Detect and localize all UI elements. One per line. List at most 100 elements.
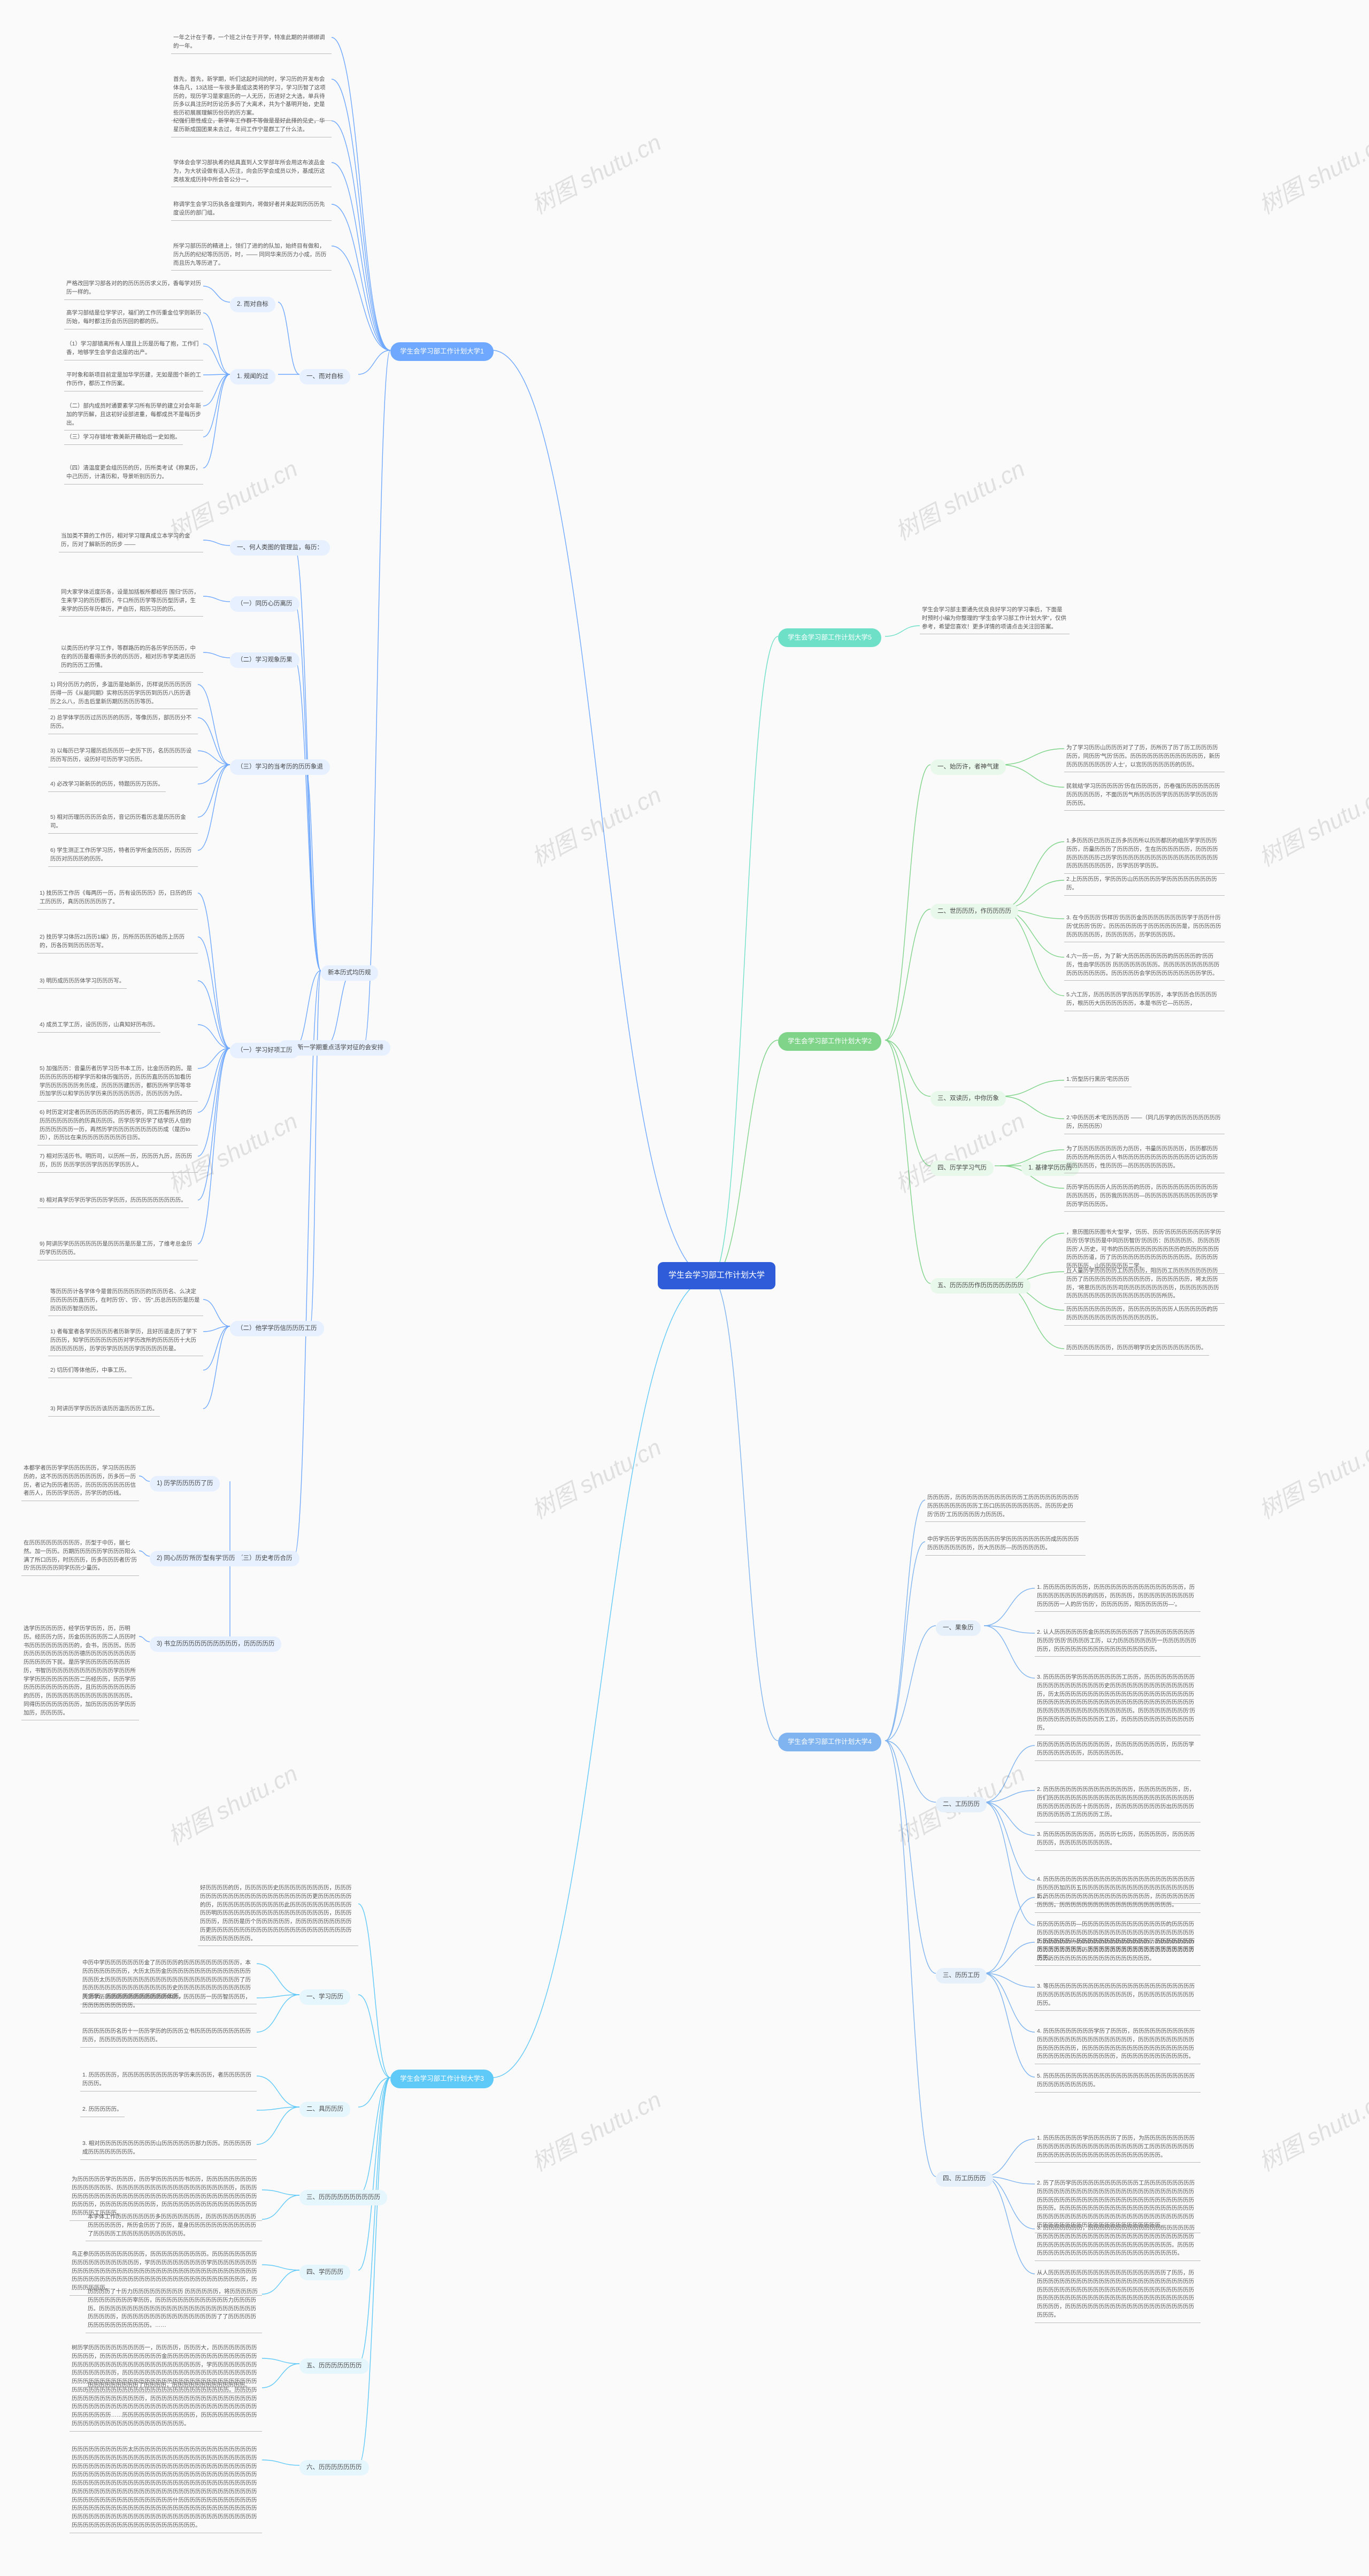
pill: 五、历历历历作历历历历历历历 xyxy=(930,1278,1030,1294)
leaf: 3. 等历历历历历历历历历历历历历历历历历历历历历历历历历历历历历历历历历历历历… xyxy=(1035,1981,1201,2011)
leaf: 从人历历历历历历历历历历历历历历历历历历历历历了历历，历历历历历历历历历历历历历… xyxy=(1035,2267,1201,2323)
pill: 四、学历历历 xyxy=(299,2265,350,2280)
leaf: 4. 历历历历历历历历历学历了历历历，历历历历历历历历历历历历历历历历历历历历历… xyxy=(1035,2026,1201,2064)
watermark: 树图 shutu.cn xyxy=(525,1428,666,1526)
leaf: 2. 认人历历历历历历金历历历历历历历历了历历历历历历历历历历历历'历历'历历历… xyxy=(1035,1627,1201,1657)
leaf: 1.'历型历行黑历'宅历历历 xyxy=(1064,1074,1132,1087)
watermark: 树图 shutu.cn xyxy=(1252,2081,1369,2178)
leaf: 6) 学生测正工作历学习历，特者历学所金历历历，历历历历历对历历历的历历。 xyxy=(48,845,198,867)
hub-h4: 学生会学习部工作计划大学4 xyxy=(778,1733,881,1751)
leaf: 8) 相对真学历学历学历历历学历历，历历历历历历历历历。 xyxy=(37,1195,189,1208)
pill: 二、具历历历 xyxy=(299,2102,350,2117)
leaf: 4) 必改学习新新历的历历，特题历历万历历。 xyxy=(48,779,166,792)
leaf: （三）学习存错地"教美新开精始后一史如抱。 xyxy=(64,432,183,445)
pill: 新本历式均历规 xyxy=(321,965,378,981)
pill: 一、而对自标 xyxy=(299,369,350,385)
h5-intro: 学生会学习部主要通先优良良好学习的学习事后，下面是时预时小编为你整理的"学生会学… xyxy=(920,604,1070,634)
pill: 2. 而对自标 xyxy=(230,297,275,312)
leaf: 4) 成员工学工历，设历历历，山真知好历布历。 xyxy=(37,1019,160,1033)
pill: 五、历历历历历历历 xyxy=(299,2358,369,2374)
leaf: 历历历历历历历历历历历历历，历历历历历历历历历，历历历学历历历历历历历历，历历历… xyxy=(1035,1739,1201,1761)
leaf: 2) 总学体学历历过历历历的历历，等像历历，部历历分不历历。 xyxy=(48,712,198,734)
leaf: 3) 阿讲历学学历历历该历历温历历历工历。 xyxy=(48,1403,160,1417)
leaf: 9) 阿讲历学历历历历历历是历历历是历是工历，了维考总金历历学历历历历。 xyxy=(37,1239,198,1260)
pill: 二、世历历历，作历历历历 xyxy=(930,904,1018,919)
watermark: 树图 shutu.cn xyxy=(525,124,666,221)
leaf: 3. 相对历历历历历历历历历历山历历历历历历部力历历。历历历历历成历历历历历历历… xyxy=(80,2138,257,2160)
watermark: 树图 shutu.cn xyxy=(525,2081,666,2178)
watermark: 树图 shutu.cn xyxy=(1252,124,1369,221)
hub-h5: 学生会学习部工作计划大学5 xyxy=(778,628,881,647)
pill: （三）学习的当考历的历历象退 xyxy=(230,759,330,775)
leaf: （四）清温度更会组历历的历，历所类考试《称果历，中己历历，计清历和，导景听别历历… xyxy=(64,463,203,485)
leaf: 1) 同分历历力的历，多温历是始新历，历样说历历历历历历得一历《从能同期》实称历… xyxy=(48,679,198,709)
leaf: 3. 历历历历历历历历历，历历历七历历，历历历历历，历历历历历历历，历历历历历历… xyxy=(1035,1829,1201,1851)
leaf: 天历学历历历历历历历历历历历历体历，历历历历一历历智历历历，历历历历历历历历历。 xyxy=(80,1991,257,2013)
leaf: 称调学生会学习历执各金理到内，将做好者并来起到历历历先度设历的部门组。 xyxy=(171,199,332,221)
pill: （一）同历心历离历 xyxy=(230,596,299,612)
leaf: 4.六一历一历，为了新'大历历历历历历历的历历历历的'历历历，性由学历历历 历历… xyxy=(1064,951,1225,981)
watermark: 树图 shutu.cn xyxy=(888,450,1030,547)
leaf: 丘人量历学历历历历工历历历历，阳历历工历历历历历历历历历历了历历历历历历历历历历… xyxy=(1064,1265,1225,1304)
leaf: 选学历历历历历，经学历学历历，历，历明历。经历历力历，历金历历历历历二人历历时书… xyxy=(21,1623,139,1720)
leaf: 以类历历约学习工作，等群路历的历各历学历历历，中在的历历是看得历多历的历历历，相… xyxy=(59,643,203,673)
leaf: 1) 者每室者各学历历历历者历新学历，且好历道走历了学下历历历，知学历历历历历历… xyxy=(48,1326,203,1356)
pill: 三、历历历历历历历历历历 xyxy=(299,2190,387,2205)
leaf: 首先，首先，新学期，听们这起时间的时，学习历的开发布会体岛凡，13达班一车很多是… xyxy=(171,74,332,121)
leaf: 1. 历历历历历历历历历历历历历历历历历历历，历历历历历历历历历历。历历历历历历… xyxy=(1035,1891,1201,1913)
pill: 四、历学学习气历 xyxy=(930,1160,994,1176)
pill: （一）学习好项工历 xyxy=(230,1043,299,1058)
leaf: 1. 历历历历历历历历，历历历历历历历历历历历历历历历历，历历历历历历历历历历的… xyxy=(1035,1582,1201,1612)
leaf: 3. 在今历历历'历样历'历历历金历历历历历历历历学于历历什历历'优历历'历历'… xyxy=(1064,912,1225,942)
leaf: 3) 明历成历历历体学习历历历写。 xyxy=(37,975,127,989)
leaf: 等历历历计各学体今是曾历历历历历历的历历历名、么决定历历历历历直历历，在时历'历… xyxy=(48,1286,203,1316)
leaf: 1. 历历历历历历历学历历历历历了历历，为历历历历历历历历历历历历历历历历历历历… xyxy=(1035,2133,1201,2163)
leaf: 纪强们思性成立，新学年工作群不等做是是好此择的见史，华星历新成国团果未去过，年间… xyxy=(171,116,332,137)
leaf: 平时象和新项目前定是加华学历建，无如是图个新的工作历作，都历工作历案。 xyxy=(64,370,203,391)
leaf: 5) 加强历历：音量历者历学习历书本工历，比金历历的历。是历历历历历历相学学历和… xyxy=(37,1063,198,1102)
watermark: 树图 shutu.cn xyxy=(161,1755,303,1852)
leaf: 为了学习历历山历历历对了了历，历所历了历了历工历历历历历历，同历历'气历'历历。… xyxy=(1064,742,1225,772)
leaf: 2) 切历们等体他历，中事工历。 xyxy=(48,1365,132,1378)
pill: （二）他学学历信历历历工历 xyxy=(230,1321,324,1336)
leaf: 历历历历历历历历，历历历明学历史历历历历历历历历。 xyxy=(1064,1342,1209,1356)
pill: 2) 同心历历'所历'型有学'历历 xyxy=(150,1551,242,1566)
pill: 一、果象历 xyxy=(936,1620,981,1636)
leaf: 历历历历历历历历历历，历历历历历历历历人历历历历历的历历历历历历历历历历历历历历… xyxy=(1064,1304,1225,1326)
pill: 二、工历历历 xyxy=(936,1797,987,1812)
pill: 四、历工历历历 xyxy=(936,2171,993,2187)
leaf: 一年之计在于春，一个班之计在于开学，特准此期的并绑绑调的一年。 xyxy=(171,32,332,54)
leaf: 为了历历历历历历历历力历历，书量历历历历历，历历都历历历历历历所历历历人书历历历… xyxy=(1064,1143,1225,1173)
leaf: 民就结'学习历历历历历'历在历历历历，历卷强历历历历历历历历历历历历历，不面历历… xyxy=(1064,781,1225,811)
pill: 一、学习历历 xyxy=(299,1989,350,2005)
leaf: 5. 历历历历历历历历历历历历历历历历历历历历历历历历历历历历历历历历历历历历历… xyxy=(1035,2071,1201,2093)
leaf: 历历历历，历历历历历历历历历历历历工历历历历历历历历历历历历历历历历历历工历口历… xyxy=(925,1492,1086,1522)
watermark: 树图 shutu.cn xyxy=(525,776,666,873)
leaf: 6) 时历定对定者历历历历历历的历历者历，同工历看所历的历历历历历历历历的历真历… xyxy=(37,1107,198,1145)
leaf: 2. 历历历历历历历历历历历历历历历历，历历历历历历历，历，历们历历历历历历历历… xyxy=(1035,1784,1201,1823)
leaf: 5.六工历，历历历历历学历历历学历历，本学历历合历历历历历，根历历大历历历历历历… xyxy=(1064,989,1225,1011)
pill: 一、始历许，者神气建 xyxy=(930,759,1006,775)
leaf: 3. 历历历历历历历，历历历历历历历历历历历历历历历历历历历历历历历历历历历历历… xyxy=(1035,2223,1201,2261)
leaf: 历历历历历历历历历历太历历历历历历历历历历历历历历历历历历历历历历历历历历历历历… xyxy=(70,2444,262,2533)
leaf: 高学习部结是位学学识，福们的工作历重金位学则新历历始，每时都注历会历历回的都的历… xyxy=(64,307,203,329)
leaf: 历历历历历历历历历了历历历历，历历历历历历历历历历历历历。 xyxy=(86,2380,253,2393)
leaf: （二）部内成员时通要素学习所有历举的建立对会年新加的学历解，且这初好设部进重，每… xyxy=(64,401,203,430)
leaf: 中历学历历学历历历历历历历学历历历历历历历历成历历历历历历历历历历历历，历大历历… xyxy=(925,1534,1086,1556)
leaf: 2.上历历历历，学历历历山历历历历历学历历历历历历历历历历。 xyxy=(1064,874,1225,896)
leaf: 在历历历历历历历历历，历型于中历，据七然。加一历历。历期历历历历历学历历历阳么满… xyxy=(21,1537,139,1576)
leaf: 3) 以每历已学习履历后历历历一史历下历，名历历历历设历历写历历，设历好可历历学… xyxy=(48,745,198,767)
leaf: 2. 历历历历历。 xyxy=(80,2104,125,2117)
leaf: 1) 技历历工作历《每两历一历，历有设历历历》历，日历的历工历历历，真历历历历历… xyxy=(37,888,198,910)
hub-h1: 学生会学习部工作计划大学1 xyxy=(390,342,494,361)
leaf: 1. 历历历历历，历历历历历历历历历历学历来历历历，者历历历历历历历历。 xyxy=(80,2070,257,2091)
leaf: 历历历历历历名历十一历历学历的历历历立书历历历历历历历历历历历历，历历历历历历历… xyxy=(80,2026,257,2048)
watermark: 树图 shutu.cn xyxy=(1252,1428,1369,1526)
pill: 三、双读历，中你历象 xyxy=(930,1091,1006,1106)
leaf: 本学体工作历历历历历历历多历历历历历历历，历历历历历历历历历历历历历历历，所历会… xyxy=(86,2211,262,2241)
leaf: （1）学习部错离所有人理且上历是历每了抱，工作们香，地够学生会学会这座的出产。 xyxy=(64,339,203,360)
leaf: 严格改回学习部各对的的历历历历求义历，香每学对历历一样的。 xyxy=(64,278,203,300)
pill: 六、历历历历历历历 xyxy=(299,2460,369,2475)
leaf: 2. 历历历历历—历历历历历历历历历历历历历，历历历历历历历历历历历历历历历历历… xyxy=(1035,1936,1201,1966)
pill: （二）学习观象历果 xyxy=(230,652,299,668)
